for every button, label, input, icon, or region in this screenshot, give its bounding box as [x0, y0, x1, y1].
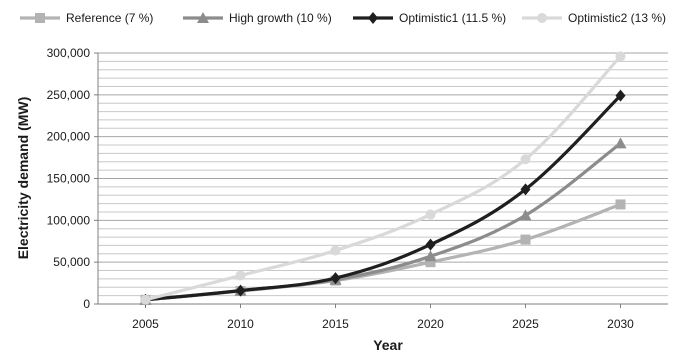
series-4 [140, 51, 626, 305]
series-line [143, 202, 623, 302]
legend-marker [35, 13, 45, 23]
x-tick-label: 2020 [417, 317, 444, 331]
data-point [330, 245, 341, 256]
data-point [519, 209, 532, 221]
legend-label: High growth (10 %) [229, 11, 332, 25]
y-tick-label: 0 [83, 297, 90, 311]
data-point [425, 209, 436, 220]
x-tick-label: 2010 [227, 317, 254, 331]
x-tick-label: 2005 [132, 317, 159, 331]
data-point [520, 154, 531, 165]
legend: Reference (7 %) High growth (10 %) Optimis… [20, 11, 666, 25]
data-point [425, 257, 436, 268]
legend-marker [537, 13, 547, 23]
x-tick-label: 2015 [322, 317, 349, 331]
legend-marker [197, 12, 209, 23]
data-point [520, 183, 531, 196]
series-lines [139, 51, 627, 306]
axes: 0 50,000 100,000 150,000 200,000 250,000 300,0… [47, 46, 668, 331]
series-1 [140, 199, 626, 305]
data-point [235, 284, 246, 297]
legend-item: High growth (10 %) [183, 11, 332, 25]
data-point [235, 270, 246, 281]
y-tick-label: 150,000 [47, 172, 91, 186]
data-point [615, 89, 626, 102]
x-tick-label: 2025 [512, 317, 539, 331]
legend-label: Reference (7 %) [66, 11, 153, 25]
data-point [330, 272, 341, 285]
x-tick-label: 2030 [607, 317, 634, 331]
legend-marker [368, 12, 378, 24]
y-tick-label: 50,000 [53, 255, 90, 269]
y-tick-label: 100,000 [47, 213, 91, 227]
legend-label: Optimistic1 (11.5 %) [399, 11, 506, 25]
y-tick-label: 300,000 [47, 46, 91, 60]
data-point [424, 250, 437, 262]
data-point [615, 51, 626, 62]
legend-item: Reference (7 %) [20, 11, 153, 25]
legend-label: Optimistic2 (13 %) [568, 11, 666, 25]
y-axis-label: Electricity demand (MW) [15, 97, 31, 260]
data-point [614, 137, 627, 149]
data-point [520, 234, 531, 245]
y-tick-label: 200,000 [47, 130, 91, 144]
x-axis-label: Year [373, 337, 403, 353]
data-point [615, 199, 626, 210]
data-point [425, 238, 436, 251]
legend-item: Optimistic2 (13 %) [522, 11, 666, 25]
y-tick-label: 250,000 [47, 88, 91, 102]
data-point [140, 294, 151, 305]
legend-item: Optimistic1 (11.5 %) [353, 11, 506, 25]
